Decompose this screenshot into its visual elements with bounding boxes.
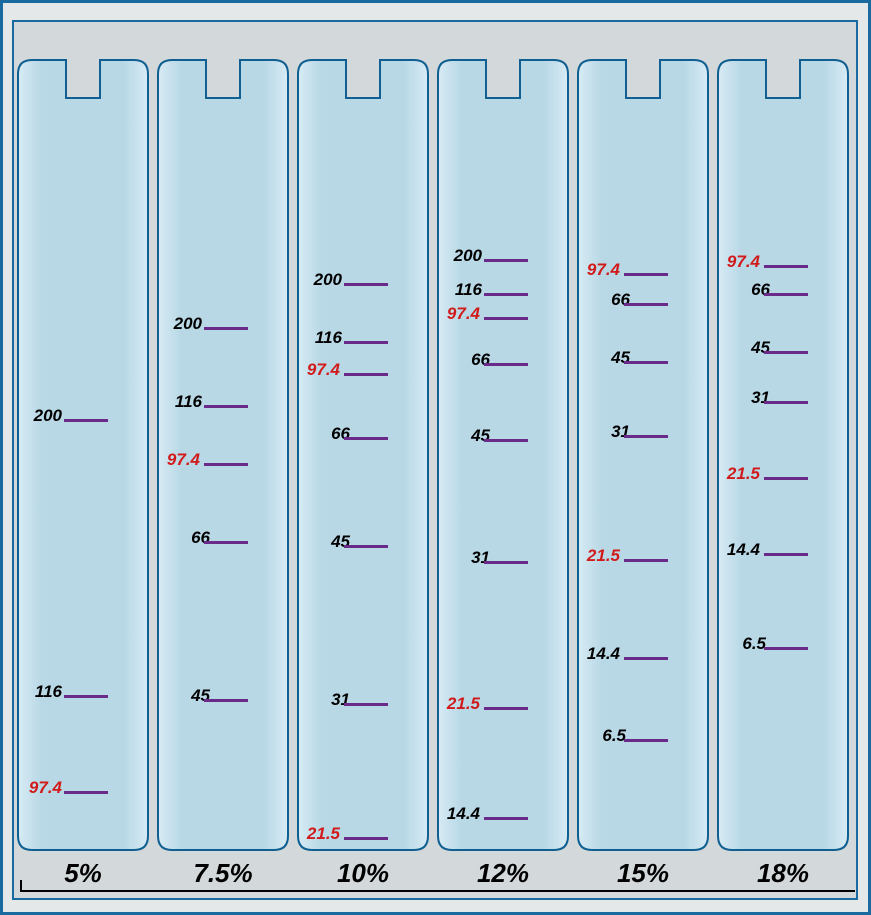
band-label: 45 — [590, 348, 630, 368]
band-line — [344, 703, 388, 706]
band-label: 97.4 — [22, 778, 62, 798]
band-label: 31 — [590, 422, 630, 442]
band-line — [764, 401, 808, 404]
band-label: 200 — [22, 406, 62, 426]
band-label: 97.4 — [440, 304, 480, 324]
band-line — [624, 273, 668, 276]
x-axis-line — [20, 890, 855, 892]
band-label: 45 — [450, 426, 490, 446]
band-label: 97.4 — [580, 260, 620, 280]
band-label: 66 — [590, 290, 630, 310]
band-line — [764, 351, 808, 354]
band-label: 45 — [310, 532, 350, 552]
band-line — [484, 293, 528, 296]
lane-percent-label: 18% — [718, 858, 848, 889]
lane-percent-label: 15% — [578, 858, 708, 889]
lane-percent-label: 10% — [298, 858, 428, 889]
band-line — [344, 283, 388, 286]
band-line — [624, 303, 668, 306]
band-line — [764, 553, 808, 556]
band-label: 6.5 — [586, 726, 626, 746]
band-label: 97.4 — [160, 450, 200, 470]
band-line — [484, 561, 528, 564]
band-line — [344, 837, 388, 840]
band-label: 21.5 — [720, 464, 760, 484]
band-line — [764, 265, 808, 268]
band-line — [484, 707, 528, 710]
band-label: 14.4 — [720, 540, 760, 560]
gel-diagram-root: 200 116 97.4 200 116 97.4 66 45 200 116 97.4 66 45 31… — [0, 0, 871, 915]
band-line — [64, 791, 108, 794]
band-line — [204, 699, 248, 702]
band-label: 66 — [170, 528, 210, 548]
band-line — [64, 695, 108, 698]
gel-lane-shape-icon — [298, 60, 428, 850]
band-label: 97.4 — [300, 360, 340, 380]
band-line — [484, 317, 528, 320]
band-line — [344, 437, 388, 440]
gel-lane-shape-icon — [718, 60, 848, 850]
gel-lane: 200 116 97.4 — [18, 60, 148, 850]
band-line — [344, 341, 388, 344]
band-label: 200 — [302, 270, 342, 290]
band-line — [344, 545, 388, 548]
gel-lane: 200 116 97.4 66 45 31 21.5 — [298, 60, 428, 850]
band-label: 66 — [310, 424, 350, 444]
band-label: 116 — [302, 328, 342, 348]
band-line — [624, 559, 668, 562]
band-label: 200 — [162, 314, 202, 334]
gel-lane: 200 116 97.4 66 45 — [158, 60, 288, 850]
band-line — [204, 463, 248, 466]
band-label: 31 — [450, 548, 490, 568]
band-line — [484, 817, 528, 820]
band-line — [624, 435, 668, 438]
band-label: 31 — [310, 690, 350, 710]
band-label: 14.4 — [580, 644, 620, 664]
band-label: 21.5 — [580, 546, 620, 566]
band-label: 116 — [442, 280, 482, 300]
band-line — [204, 405, 248, 408]
band-label: 6.5 — [726, 634, 766, 654]
band-label: 21.5 — [440, 694, 480, 714]
x-axis-tick — [20, 880, 22, 890]
band-label: 116 — [22, 682, 62, 702]
band-line — [624, 361, 668, 364]
band-label: 200 — [442, 246, 482, 266]
gel-lane: 97.4 66 45 31 21.5 14.4 6.5 — [578, 60, 708, 850]
band-label: 97.4 — [720, 252, 760, 272]
band-line — [204, 541, 248, 544]
band-label: 116 — [162, 392, 202, 412]
band-label: 31 — [730, 388, 770, 408]
band-label: 14.4 — [440, 804, 480, 824]
band-label: 66 — [450, 350, 490, 370]
band-line — [764, 647, 808, 650]
band-line — [64, 419, 108, 422]
lane-percent-label: 7.5% — [158, 858, 288, 889]
band-label: 66 — [730, 280, 770, 300]
band-line — [344, 373, 388, 376]
band-line — [624, 739, 668, 742]
band-line — [764, 477, 808, 480]
gel-lane: 97.4 66 45 31 21.5 14.4 6.5 — [718, 60, 848, 850]
lane-percent-label: 5% — [18, 858, 148, 889]
lane-percent-label: 12% — [438, 858, 568, 889]
band-line — [484, 259, 528, 262]
band-line — [484, 439, 528, 442]
gel-lane: 200 116 97.4 66 45 31 21.5 14.4 — [438, 60, 568, 850]
band-label: 45 — [730, 338, 770, 358]
gel-lane-shape-icon — [18, 60, 148, 850]
band-line — [484, 363, 528, 366]
band-label: 21.5 — [300, 824, 340, 844]
gel-lane-shape-icon — [438, 60, 568, 850]
band-line — [764, 293, 808, 296]
band-line — [624, 657, 668, 660]
lanes-container: 200 116 97.4 200 116 97.4 66 45 200 116 97.4 66 45 31… — [18, 60, 854, 850]
band-line — [204, 327, 248, 330]
band-label: 45 — [170, 686, 210, 706]
